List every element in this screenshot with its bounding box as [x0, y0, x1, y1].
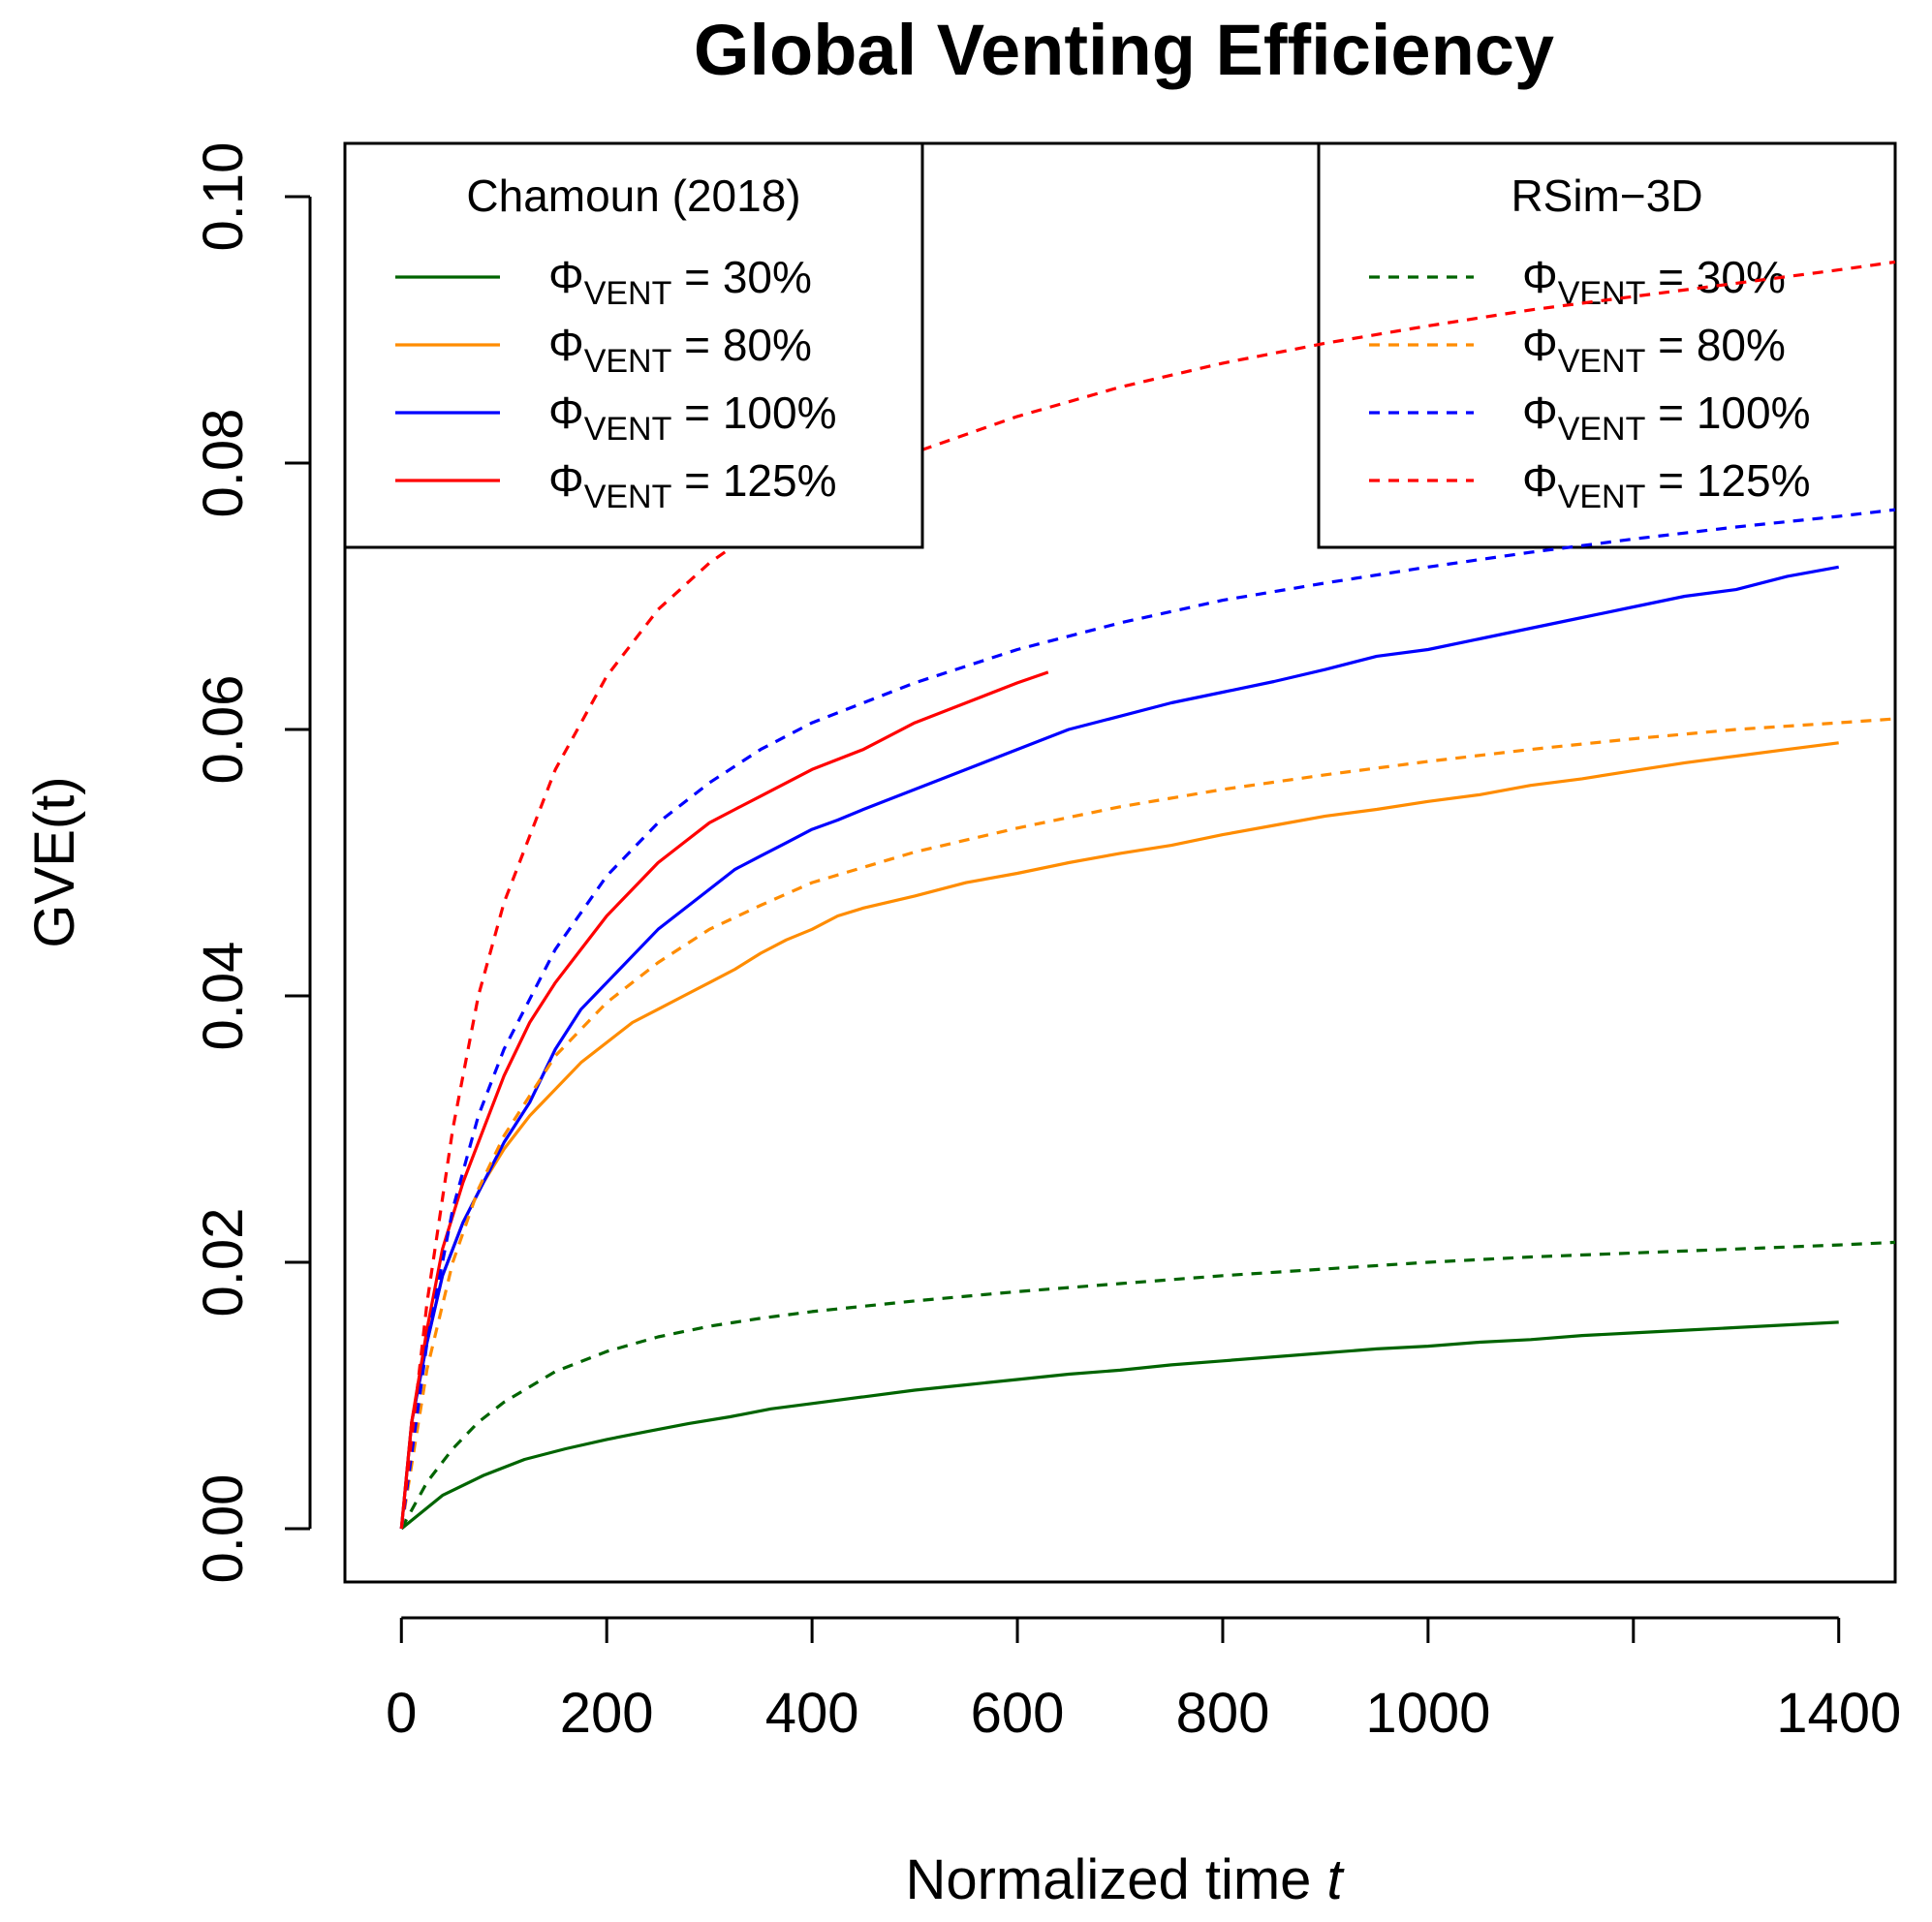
- legend-subscript: VENT: [1558, 411, 1646, 448]
- x-tick-label: 1400: [1776, 1682, 1901, 1745]
- legend-value: = 80%: [1645, 320, 1786, 370]
- x-tick-label: 1000: [1365, 1682, 1490, 1745]
- x-tick-label: 200: [560, 1682, 654, 1745]
- x-tick-label: 600: [971, 1682, 1065, 1745]
- plot-frame: [343, 141, 1897, 1584]
- x-axis: 0 200 400 600 800 1000 1400: [386, 1616, 1901, 1745]
- series-line-rsim-6: [399, 508, 1896, 1530]
- legend-label-chamoun-3: ΦVENT = 125%: [548, 455, 836, 515]
- legend-label-rsim-1: ΦVENT = 80%: [1522, 320, 1786, 380]
- legend-label-rsim-2: ΦVENT = 100%: [1522, 388, 1810, 448]
- series-line-chamoun-0: [400, 1320, 1839, 1531]
- legend-chamoun: Chamoun (2018)ΦVENT = 30%ΦVENT = 80%ΦVEN…: [343, 141, 924, 549]
- legend-value: = 30%: [671, 252, 812, 302]
- series-layer: [399, 260, 1896, 1531]
- legend-subscript: VENT: [584, 411, 672, 448]
- legend-title-chamoun: Chamoun (2018): [466, 170, 800, 221]
- legend-subscript: VENT: [584, 343, 672, 380]
- legend-subscript: VENT: [1558, 479, 1646, 515]
- series-line-chamoun-3: [399, 670, 1049, 1530]
- legend-symbol: Φ: [548, 455, 584, 506]
- legend-title-rsim: RSim−3D: [1511, 170, 1702, 221]
- y-tick-label: 0.06: [192, 675, 255, 785]
- x-tick-label: 400: [765, 1682, 859, 1745]
- legend-label-chamoun-1: ΦVENT = 80%: [548, 320, 812, 380]
- legend-subscript: VENT: [584, 275, 672, 312]
- legend-symbol: Φ: [548, 252, 584, 302]
- series-line-chamoun-2: [399, 565, 1839, 1530]
- legend-value: = 100%: [671, 388, 836, 438]
- series-line-rsim-7: [399, 260, 1896, 1530]
- y-tick-label: 0.10: [192, 142, 255, 252]
- legend-label-chamoun-0: ΦVENT = 30%: [548, 252, 812, 312]
- legend-value: = 125%: [671, 455, 836, 506]
- x-tick-label: 0: [386, 1682, 417, 1745]
- series-line-rsim-5: [399, 717, 1896, 1530]
- y-tick-label: 0.08: [192, 409, 255, 518]
- legend-symbol: Φ: [548, 388, 584, 438]
- legend-subscript: VENT: [1558, 343, 1646, 380]
- x-tick-label: 800: [1176, 1682, 1270, 1745]
- x-axis-time-symbol: t: [1326, 1848, 1345, 1911]
- y-tick-label: 0.00: [192, 1474, 255, 1584]
- legend-subscript: VENT: [1558, 275, 1646, 312]
- legend-symbol: Φ: [1522, 455, 1558, 506]
- legend-symbol: Φ: [1522, 252, 1558, 302]
- series-line-chamoun-1: [399, 741, 1839, 1530]
- legend-symbol: Φ: [548, 320, 584, 370]
- legend-label-rsim-3: ΦVENT = 125%: [1522, 455, 1810, 515]
- y-axis-title: GVE(t): [23, 776, 86, 947]
- y-tick-label: 0.02: [192, 1208, 255, 1318]
- series-line-rsim-4: [399, 1240, 1896, 1530]
- y-tick-label: 0.04: [192, 942, 255, 1051]
- x-axis-title-text: Normalized time: [905, 1848, 1311, 1911]
- legend-subscript: VENT: [584, 479, 672, 515]
- legend-label-chamoun-2: ΦVENT = 100%: [548, 388, 836, 448]
- legend-value: = 100%: [1645, 388, 1810, 438]
- legend-value: = 125%: [1645, 455, 1810, 506]
- legend-symbol: Φ: [1522, 320, 1558, 370]
- legend-value: = 80%: [671, 320, 812, 370]
- chart-title: Global Venting Efficiency: [694, 10, 1554, 90]
- y-axis: 0.00 0.02 0.04 0.06 0.08 0.10: [192, 142, 312, 1584]
- x-axis-title: Normalized time t: [905, 1848, 1345, 1911]
- legend-value: = 30%: [1645, 252, 1786, 302]
- legend-symbol: Φ: [1522, 388, 1558, 438]
